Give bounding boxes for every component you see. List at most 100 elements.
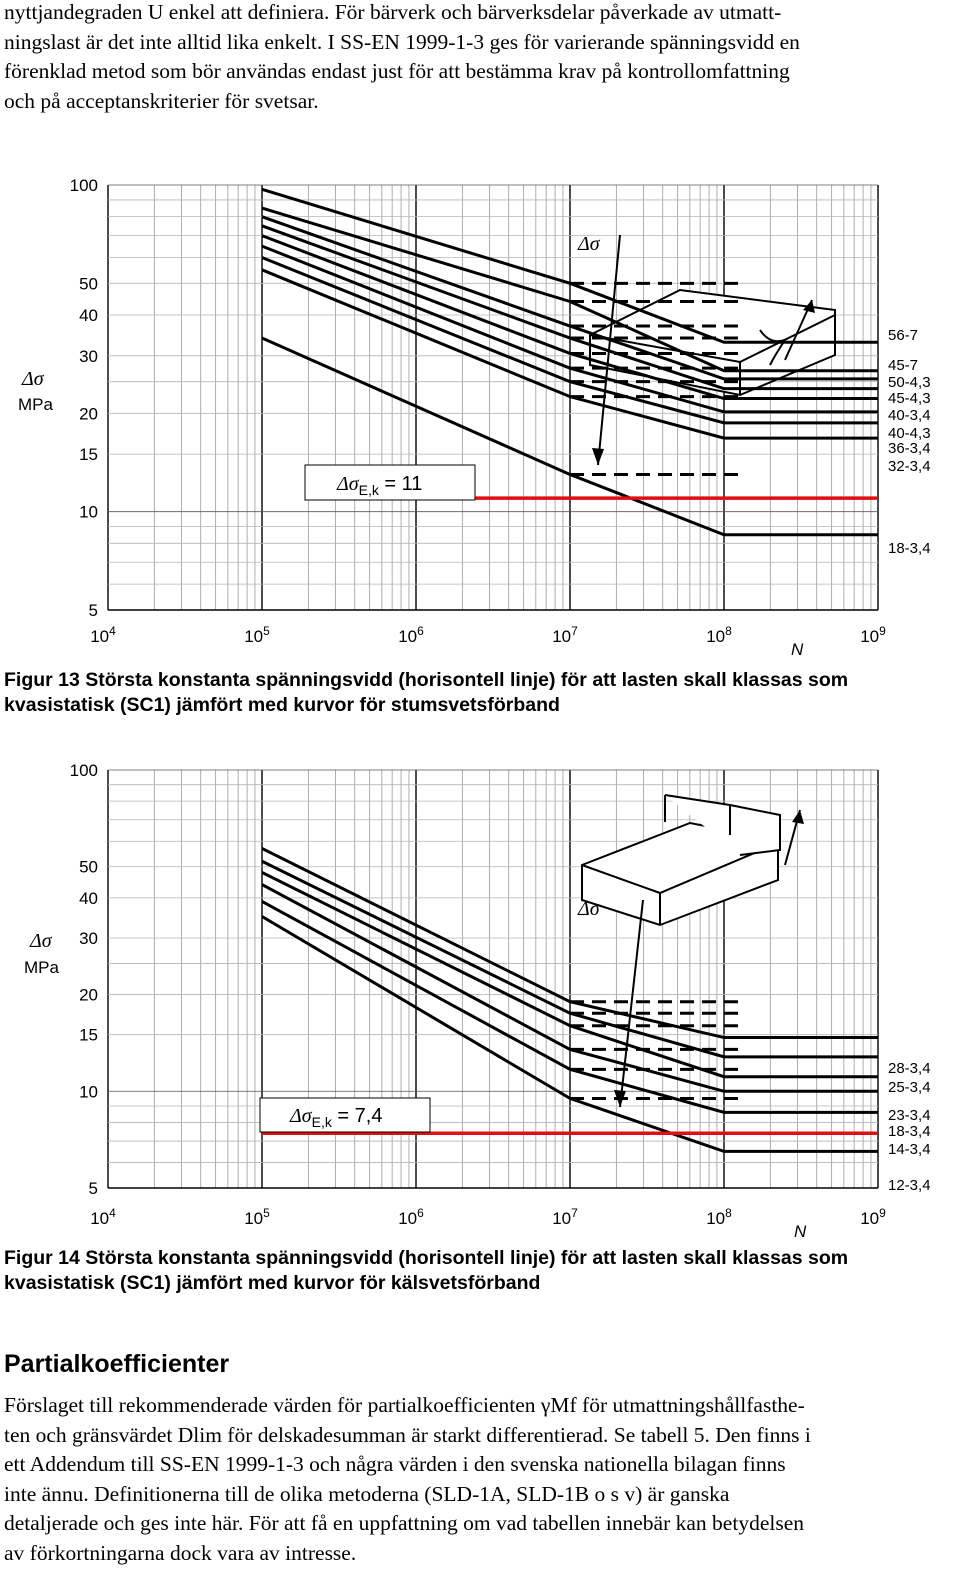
x-tick-label: 108 <box>706 624 732 646</box>
fatigue-curve <box>261 234 878 401</box>
outro-line: ten och gränsvärdet Dlim för delskadesum… <box>4 1422 811 1447</box>
x-tick-label: 106 <box>398 1206 424 1228</box>
y-tick-label: 10 <box>79 503 98 522</box>
annotation-text: ΔσE,k = 11 <box>336 473 422 498</box>
curve-label: 18-3,4 <box>888 540 931 557</box>
y-axis-unit: MPa <box>24 958 60 977</box>
fatigue-curve <box>261 268 878 440</box>
curve-label: 40-3,4 <box>888 407 931 424</box>
x-tick-label: 109 <box>860 1206 886 1228</box>
fatigue-curve <box>261 206 878 373</box>
fatigue-curve <box>261 187 878 344</box>
y-tick-label: 5 <box>89 601 98 620</box>
outro-line: av förkortningarna dock vara av intresse… <box>4 1540 357 1565</box>
x-axis-label: N <box>791 640 804 659</box>
intro-line: nyttjandegraden U enkel att definiera. F… <box>4 0 782 24</box>
caption-line: kvasistatisk (SC1) jämfört med kurvor fö… <box>4 694 560 716</box>
curve-label: 23-3,4 <box>888 1107 931 1124</box>
x-tick-label: 106 <box>398 624 424 646</box>
curve-label: 32-3,4 <box>888 458 931 475</box>
curve-label: 28-3,4 <box>888 1060 931 1077</box>
outro-line: detaljerade och ges inte här. För att få… <box>4 1511 804 1535</box>
y-tick-label: 100 <box>70 761 98 780</box>
x-axis-label: N <box>794 1222 807 1241</box>
intro-paragraph: nyttjandegraden U enkel att definiera. F… <box>4 0 956 116</box>
y-tick-label: 30 <box>79 347 98 366</box>
sketch-symbol: Δσ <box>577 233 601 255</box>
y-axis-label: Δσ <box>29 930 53 952</box>
curve-label: 45-4,3 <box>888 390 931 407</box>
annotation-box <box>304 464 476 501</box>
x-tick-labels: 104 105 106 107 108 109 <box>90 1206 886 1228</box>
curve-label: 50-4,3 <box>888 374 931 391</box>
y-axis-unit: MPa <box>18 395 54 414</box>
x-tick-label: 105 <box>244 1206 270 1228</box>
fatigue-curve <box>261 915 878 1153</box>
figure-13-chart: 56-7 45-750-4,345-4,340-3,440-4,336-3,432… <box>18 176 931 659</box>
fatigue-curve <box>261 900 878 1114</box>
fatigue-curve <box>261 847 878 1040</box>
curve-label: 25-3,4 <box>888 1079 931 1096</box>
intro-line: och på acceptanskriterier för svetsar. <box>4 88 319 113</box>
fatigue-curve <box>261 871 878 1079</box>
y-tick-labels: 100 50 40 30 20 15 10 5 <box>70 176 98 620</box>
figure-14-chart: 28-3,4 25-3,4 23-3,418-3,414-3,4 12-3,4 100… <box>24 761 931 1241</box>
curve-label: 14-3,4 <box>888 1141 931 1158</box>
fillet-weld-sketch <box>581 794 804 927</box>
caption-line: Figur 13 Största konstanta spänningsvidd… <box>4 669 849 691</box>
figure-13-caption: Figur 13 Största konstanta spänningsvidd… <box>4 668 954 718</box>
curve-label: 18-3,4 <box>888 1123 931 1140</box>
y-tick-labels: 100 50 40 30 20 15 10 5 <box>70 761 98 1198</box>
fatigue-curve <box>261 859 878 1059</box>
annotation-text: ΔσE,k = 7,4 <box>289 1105 382 1130</box>
curve-label: 56-7 <box>888 327 918 344</box>
x-tick-label: 108 <box>706 1206 732 1228</box>
curve-label: 40-4,3 <box>888 425 931 442</box>
caption-line: Figur 14 Största konstanta spänningsvidd… <box>4 1247 849 1269</box>
section-heading: Partialkoefficienter <box>4 1350 230 1378</box>
intro-line: förenklad metod som bör användas endast … <box>4 59 790 83</box>
y-axis-label: Δσ <box>21 368 45 390</box>
fatigue-curve <box>261 256 878 425</box>
y-tick-label: 100 <box>70 176 98 195</box>
x-tick-label: 107 <box>552 624 578 646</box>
chart-grid <box>107 184 879 611</box>
x-tick-label: 104 <box>90 624 116 646</box>
sketch-arrow <box>619 899 644 1108</box>
annotation-box <box>259 1097 431 1133</box>
curve-labels: 56-7 45-750-4,345-4,340-3,440-4,336-3,432… <box>888 327 931 557</box>
fatigue-curve <box>261 224 878 391</box>
x-tick-label: 109 <box>860 624 886 646</box>
fatigue-curve <box>261 336 878 537</box>
x-tick-label: 105 <box>244 624 270 646</box>
x-tick-label: 104 <box>90 1206 116 1228</box>
outro-paragraph: Förslaget till rekommenderade värden för… <box>4 1391 956 1568</box>
y-tick-label: 5 <box>89 1179 98 1198</box>
y-tick-label: 20 <box>79 404 98 423</box>
y-tick-label: 10 <box>79 1082 98 1101</box>
intro-line: ningslast är det inte alltid lika enkelt… <box>4 29 800 54</box>
y-tick-label: 15 <box>79 1026 98 1045</box>
figure-14-caption: Figur 14 Största konstanta spänningsvidd… <box>4 1246 954 1296</box>
x-tick-labels: 104 105 106 107 108 109 <box>90 624 886 646</box>
curve-label: 45-7 <box>888 357 918 374</box>
sketch-symbol: Δσ <box>577 898 601 920</box>
outro-line: Förslaget till rekommenderade värden för… <box>4 1393 805 1417</box>
curve-labels: 28-3,4 25-3,4 23-3,418-3,414-3,4 12-3,4 <box>888 1060 931 1194</box>
arrowhead-icon <box>592 448 604 465</box>
curve-label: 12-3,4 <box>888 1177 931 1194</box>
outro-line: inte ännu. Definitionerna till de olika … <box>4 1481 730 1506</box>
y-tick-label: 50 <box>79 858 98 877</box>
x-tick-label: 107 <box>552 1206 578 1228</box>
chart-grid <box>107 769 879 1189</box>
y-tick-label: 20 <box>79 986 98 1005</box>
curve-label: 36-3,4 <box>888 440 931 457</box>
caption-line: kvasistatisk (SC1) jämfört med kurvor fö… <box>4 1272 541 1294</box>
y-tick-label: 40 <box>79 306 98 325</box>
y-tick-label: 40 <box>79 889 98 908</box>
y-tick-label: 30 <box>79 929 98 948</box>
y-tick-label: 50 <box>79 274 98 293</box>
outro-line: ett Addendum till SS-EN 1999-1-3 och någ… <box>4 1452 786 1476</box>
fatigue-curve <box>261 244 878 414</box>
y-tick-label: 15 <box>79 445 98 464</box>
